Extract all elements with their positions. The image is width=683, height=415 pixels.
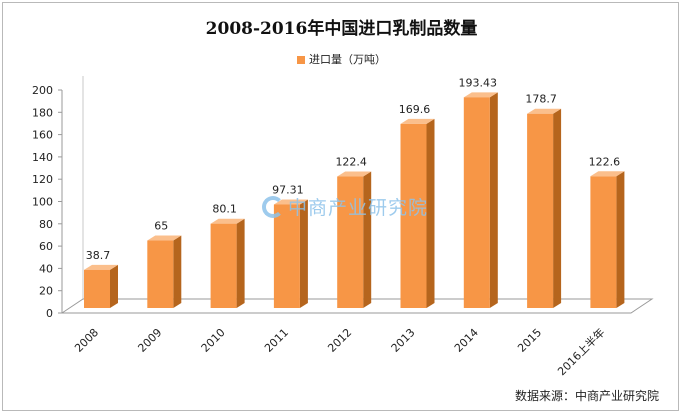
y-tick-label: 160 [32,129,53,142]
data-label: 65 [154,220,168,233]
bar-side [553,108,562,308]
y-tick-label: 200 [32,84,53,97]
bar [210,223,237,308]
bar-top [337,171,372,177]
bar [400,123,427,309]
x-tick-label: 2012 [325,326,354,355]
legend: 进口量（万吨） [0,51,683,67]
x-tick-label: 2010 [199,326,228,355]
y-tick-label: 180 [32,106,53,119]
bar-top [210,218,245,224]
bar-top [527,108,562,114]
bar [147,240,174,308]
bar-side [299,199,308,308]
watermark-text: 中商产业研究院 [288,197,429,219]
bar-top [463,92,498,98]
bar-top [400,118,435,124]
bar [273,204,300,308]
y-tick-label: 60 [39,240,53,253]
y-tick-label: 20 [39,285,53,298]
bar-side [489,92,498,308]
bar-top [84,264,118,270]
data-label: 80.1 [212,203,237,216]
bar-side [616,171,625,308]
legend-label: 进口量（万吨） [309,53,386,66]
data-label: 178.7 [525,93,557,106]
bar [590,176,617,308]
x-tick-label: 2008 [72,326,101,355]
y-tick-label: 40 [39,262,53,275]
bar-side [426,118,435,309]
y-tick-label: 120 [32,173,53,186]
data-label: 193.43 [459,76,498,89]
bar-side [236,218,245,308]
y-tick-label: 0 [46,307,53,320]
y-tick-label: 140 [32,151,53,164]
y-tick-label: 100 [32,196,53,209]
x-tick-label: 2016上半年 [554,325,607,378]
bar [84,269,110,308]
legend-swatch [297,56,305,64]
data-label: 122.4 [335,156,367,169]
data-label: 97.31 [272,183,304,196]
x-tick-label: 2015 [515,326,544,355]
watermark: 中商产业研究院 [262,193,428,220]
x-tick-label: 2014 [452,326,481,355]
bar [527,113,554,308]
watermark-logo [262,196,284,218]
bar-side [363,171,372,308]
x-tick-label: 2013 [389,326,418,355]
y-tick-label: 80 [39,218,53,231]
x-tick-label: 2011 [262,326,291,355]
chart-title: 2008-2016年中国进口乳制品数量 [205,19,478,39]
bar-side [173,235,182,308]
data-label: 122.6 [589,155,621,168]
bar [337,176,364,308]
bar-top [590,171,625,177]
data-label: 38.7 [86,249,111,262]
source-note: 数据来源：中商产业研究院 [514,389,659,403]
bar-top [147,235,182,241]
x-tick-label: 2009 [135,326,164,355]
bar-side [110,264,118,308]
bar [463,97,490,308]
data-label: 169.6 [399,103,431,116]
